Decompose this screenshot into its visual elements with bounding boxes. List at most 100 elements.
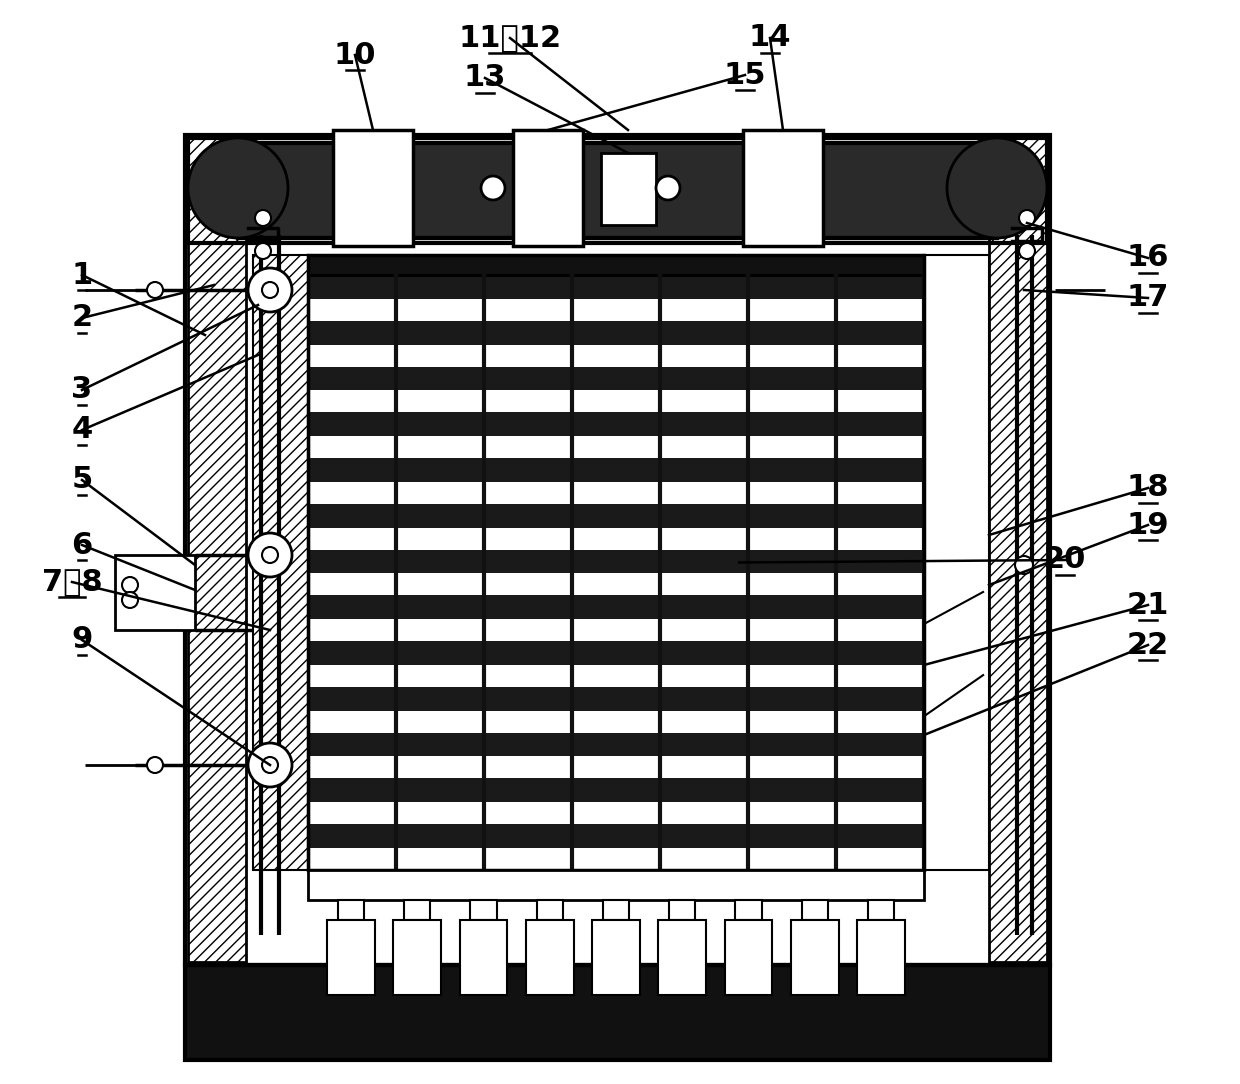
Bar [308, 757, 924, 778]
Circle shape [122, 592, 138, 608]
Text: 2: 2 [72, 304, 93, 333]
Text: 9: 9 [72, 625, 93, 655]
Bar [537, 900, 563, 920]
Circle shape [1016, 556, 1033, 575]
Bar [185, 136, 1050, 965]
Bar [308, 802, 924, 824]
Bar [393, 920, 441, 995]
Bar [327, 920, 374, 995]
Bar [990, 138, 1047, 962]
Bar [308, 504, 924, 528]
Bar [339, 900, 365, 920]
Circle shape [255, 243, 272, 259]
Text: 16: 16 [1127, 244, 1169, 272]
Bar [308, 299, 924, 321]
Bar [791, 920, 838, 995]
Circle shape [248, 268, 291, 312]
Bar [670, 900, 696, 920]
Bar [308, 255, 924, 870]
Circle shape [248, 743, 291, 787]
Bar [308, 595, 924, 619]
Circle shape [248, 533, 291, 577]
Text: 18: 18 [1127, 474, 1169, 503]
Bar [743, 130, 823, 246]
Bar [724, 920, 773, 995]
Bar [924, 255, 990, 870]
Text: 15: 15 [724, 61, 766, 90]
Bar [735, 900, 761, 920]
Circle shape [262, 282, 278, 298]
Bar [868, 900, 894, 920]
Bar [308, 482, 924, 504]
Text: 13: 13 [464, 64, 506, 92]
Bar [188, 138, 1047, 243]
Text: 21: 21 [1127, 591, 1169, 619]
Bar [658, 920, 706, 995]
Circle shape [481, 176, 505, 201]
Circle shape [148, 282, 162, 298]
Bar [308, 687, 924, 711]
Text: 20: 20 [1044, 545, 1086, 575]
Bar [308, 619, 924, 641]
Text: 22: 22 [1127, 631, 1169, 659]
Bar [238, 143, 997, 238]
Bar [334, 130, 413, 246]
Bar [308, 366, 924, 390]
Bar [513, 130, 583, 246]
Circle shape [255, 210, 272, 225]
Bar [308, 733, 924, 757]
Bar [308, 778, 924, 802]
Bar [238, 138, 997, 238]
Bar [308, 664, 924, 687]
Circle shape [122, 577, 138, 593]
Bar [470, 900, 497, 920]
Bar [308, 711, 924, 733]
Bar [308, 641, 924, 664]
Circle shape [262, 757, 278, 773]
Text: 5: 5 [72, 465, 93, 494]
Text: 3: 3 [72, 375, 93, 404]
Text: 6: 6 [72, 530, 93, 559]
Bar [601, 153, 656, 225]
Bar [404, 900, 430, 920]
Bar [603, 900, 629, 920]
Text: 19: 19 [1127, 511, 1169, 540]
Bar [308, 345, 924, 366]
Circle shape [262, 547, 278, 563]
Text: 4: 4 [72, 415, 93, 444]
Bar [857, 920, 905, 995]
Bar [308, 528, 924, 550]
Circle shape [1019, 210, 1035, 225]
Bar [308, 870, 924, 900]
Circle shape [947, 138, 1047, 238]
Bar [308, 255, 924, 275]
Bar [308, 412, 924, 436]
Circle shape [656, 176, 680, 201]
Bar [460, 920, 507, 995]
Circle shape [1019, 243, 1035, 259]
Bar [188, 138, 246, 962]
Bar [308, 573, 924, 595]
Bar [593, 920, 640, 995]
Text: 10: 10 [334, 40, 376, 69]
Bar [308, 459, 924, 482]
Circle shape [188, 138, 288, 238]
Bar [185, 965, 1050, 1060]
Bar [308, 436, 924, 459]
Bar [308, 824, 924, 848]
Bar [308, 848, 924, 870]
Text: 17: 17 [1127, 284, 1169, 312]
Text: 14: 14 [749, 24, 791, 52]
Bar [308, 550, 924, 573]
Bar [308, 390, 924, 412]
Text: 7、8: 7、8 [42, 568, 103, 596]
Bar [801, 900, 828, 920]
Text: 1: 1 [72, 260, 93, 289]
Circle shape [148, 757, 162, 773]
Bar [308, 321, 924, 345]
Bar [115, 555, 195, 630]
Text: 11、12: 11、12 [459, 24, 562, 52]
Bar [308, 275, 924, 299]
Bar [526, 920, 574, 995]
Bar [253, 255, 308, 870]
